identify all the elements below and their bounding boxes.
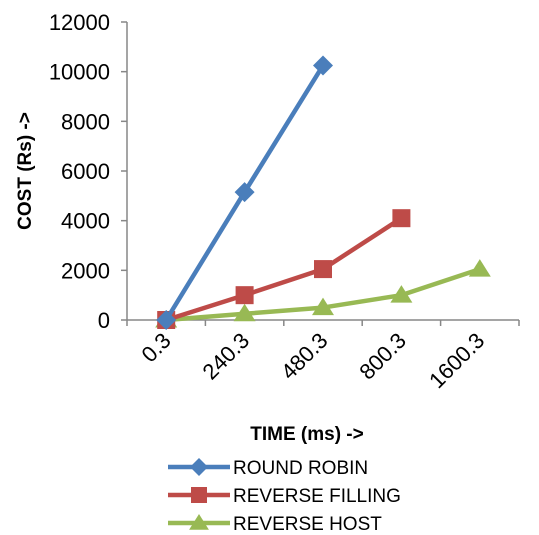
series-line [165,216,403,323]
y-ticks: 0 2000 4000 6000 8000 10000 12000 [49,10,127,333]
x-ticks: 0.3 240.3 480.3 800.3 1600.3 [126,320,520,393]
y-tick-label: 2000 [61,258,110,283]
legend-label: REVERSE FILLING [233,486,401,507]
data-point-diamond [156,310,177,330]
y-tick-label: 0 [98,308,110,333]
x-tick-label: 0.3 [136,328,175,367]
data-point-square [392,209,411,228]
legend: ROUND ROBIN REVERSE FILLING REVERSE HOST [168,458,401,535]
x-tick-label: 1600.3 [424,328,489,393]
data-point-diamond [313,55,333,76]
x-tick-label: 800.3 [354,328,411,385]
data-point-triangle [233,303,256,322]
y-tick-label: 4000 [61,209,110,234]
series-group [156,55,333,330]
data-point-diamond [234,182,255,203]
data-point-triangle [390,285,413,303]
data-point-square [314,260,332,279]
data-point-diamond [190,458,208,476]
legend-label: ROUND ROBIN [233,458,368,479]
series [155,55,491,330]
y-tick-label: 6000 [61,159,110,184]
x-axis-title: TIME (ms) -> [250,424,363,445]
legend-label: REVERSE HOST [233,514,382,535]
data-point-triangle [312,297,334,316]
data-point-square [191,487,207,503]
data-point-triangle [468,259,491,277]
x-tick-label: 480.3 [276,328,333,385]
data-point-square [235,286,254,305]
x-tick-label: 240.3 [198,328,255,385]
y-tick-label: 12000 [49,10,110,35]
y-tick-label: 8000 [61,109,110,134]
data-point-triangle [189,514,209,530]
y-tick-label: 10000 [49,60,110,85]
y-axis-title: COST (Rs) -> [15,112,36,230]
